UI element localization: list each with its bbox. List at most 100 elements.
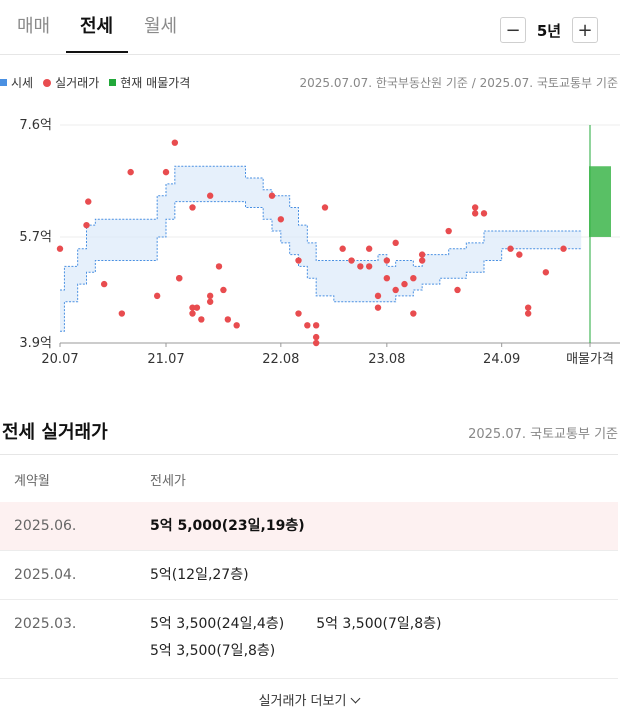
table-row[interactable]: 2025.06. 5억 5,000(23일,19층) [0, 502, 618, 551]
row-month: 2025.06. [14, 518, 77, 534]
actual-price-point [374, 292, 382, 300]
table-row[interactable]: 2025.04. 5억(12일,27층) [0, 551, 618, 600]
actual-price-point [524, 310, 532, 317]
y-tick-label: 3.9억 [19, 336, 52, 351]
price-entry: 5억 5,000(23일,19층) [150, 518, 305, 534]
actual-price-point [206, 298, 214, 305]
actual-price-point [312, 339, 320, 347]
actual-price-point [321, 204, 329, 211]
period-selector: − 5년 + [500, 16, 598, 44]
actual-price-point [445, 227, 452, 235]
actual-price-point [215, 263, 223, 270]
actual-price-point [85, 198, 92, 205]
actual-price-point [383, 257, 391, 264]
actual-price-point [153, 292, 161, 300]
row-month: 2025.04. [14, 567, 77, 583]
x-tick-label: 23.08 [368, 352, 405, 367]
actual-price-point [233, 322, 240, 329]
actual-price-point [100, 280, 108, 288]
x-tick-label: 22.08 [262, 352, 299, 367]
actual-price-point [83, 221, 90, 229]
chart-legend: 시세 실거래가 현재 매물가격 [0, 74, 200, 91]
square-icon [0, 79, 7, 86]
actual-price-point [127, 168, 134, 176]
period-label: 5년 [536, 21, 562, 40]
actual-price-point [560, 245, 567, 252]
more-transactions-button[interactable]: 실거래가 더보기 [0, 690, 618, 709]
table-header: 계약월 전세가 [0, 454, 618, 504]
actual-price-point [410, 274, 417, 282]
header-contract-month: 계약월 [14, 474, 50, 489]
actual-price-point [295, 310, 302, 317]
actual-price-point [162, 168, 170, 176]
table-row[interactable]: 2025.03. 5억 3,500(24일,4층) 5억 3,500(7일,8층)… [0, 600, 618, 679]
period-increase-button[interactable]: + [572, 17, 598, 43]
actual-price-point [507, 245, 514, 252]
price-entry: 5억 3,500(24일,4층) [150, 616, 285, 632]
header-jeonse-price: 전세가 [150, 474, 186, 489]
y-tick-label: 7.6억 [19, 118, 52, 133]
actual-price-point [542, 269, 550, 276]
actual-price-point [56, 245, 64, 252]
actual-price-point [410, 310, 417, 317]
chevron-down-icon [350, 693, 361, 704]
actual-price-point [348, 257, 355, 264]
legend-label: 시세 [11, 76, 34, 90]
listing-price-range [589, 166, 611, 237]
actual-price-point [471, 204, 479, 211]
period-decrease-button[interactable]: − [500, 17, 526, 43]
x-tick-label: 24.09 [483, 352, 520, 367]
actual-price-point [471, 210, 479, 217]
actual-price-point [365, 263, 373, 270]
actual-price-point [392, 286, 399, 294]
y-tick-label: 5.7억 [19, 230, 52, 245]
section-source: 2025.07. 국토교통부 기준 [468, 427, 618, 442]
legend-label: 실거래가 [55, 76, 100, 90]
actual-price-point [206, 292, 214, 300]
legend-item-listing-price: 현재 매물가격 [109, 74, 190, 91]
actual-price-point [374, 304, 382, 311]
legend-item-actual-price: 실거래가 [43, 74, 99, 91]
x-tick-label: 매물가격 [566, 352, 614, 367]
market-price-lower-line [60, 201, 582, 332]
square-icon [109, 79, 117, 86]
legend-item-market-price: 시세 [0, 74, 33, 91]
more-label: 실거래가 더보기 [258, 694, 347, 709]
tab-sale[interactable]: 매매 [17, 16, 51, 37]
actual-price-point [268, 192, 276, 199]
actual-price-point [480, 210, 488, 217]
price-entry: 5억(12일,27층) [150, 567, 249, 583]
actual-price-point [312, 322, 320, 329]
x-tick-label: 20.07 [41, 352, 78, 367]
deal-type-tabs: 매매 전세 월세 − 5년 + [0, 0, 620, 55]
actual-price-point [206, 192, 214, 199]
actual-price-point [277, 216, 285, 223]
market-price-upper-line [60, 165, 582, 291]
actual-price-point [401, 280, 408, 288]
market-price-band [60, 166, 582, 332]
actual-price-point [118, 310, 126, 317]
dot-icon [43, 78, 52, 87]
actual-price-point [392, 239, 399, 247]
price-entry: 5억 3,500(7일,8층) [316, 616, 442, 632]
actual-price-point [176, 274, 183, 282]
row-prices: 5억 3,500(24일,4층) 5억 3,500(7일,8층) 5억 3,500… [150, 611, 590, 665]
actual-price-point [516, 251, 523, 258]
x-tick-label: 21.07 [147, 352, 184, 367]
actual-price-point [454, 286, 461, 294]
actual-price-point [339, 245, 346, 252]
row-prices: 5억(12일,27층) [150, 562, 281, 589]
active-tab-indicator [66, 51, 128, 53]
tab-monthly-rent[interactable]: 월세 [144, 16, 178, 37]
price-entry: 5억 3,500(7일,8층) [150, 643, 276, 659]
actual-price-point [312, 333, 320, 341]
actual-price-point [418, 257, 426, 264]
section-title: 전세 실거래가 [2, 422, 108, 443]
actual-price-point [198, 316, 205, 323]
actual-price-point [189, 304, 196, 311]
tab-jeonse[interactable]: 전세 [80, 16, 114, 37]
legend-label: 현재 매물가격 [120, 76, 191, 90]
actual-price-point [189, 204, 196, 211]
actual-price-point [365, 245, 373, 252]
